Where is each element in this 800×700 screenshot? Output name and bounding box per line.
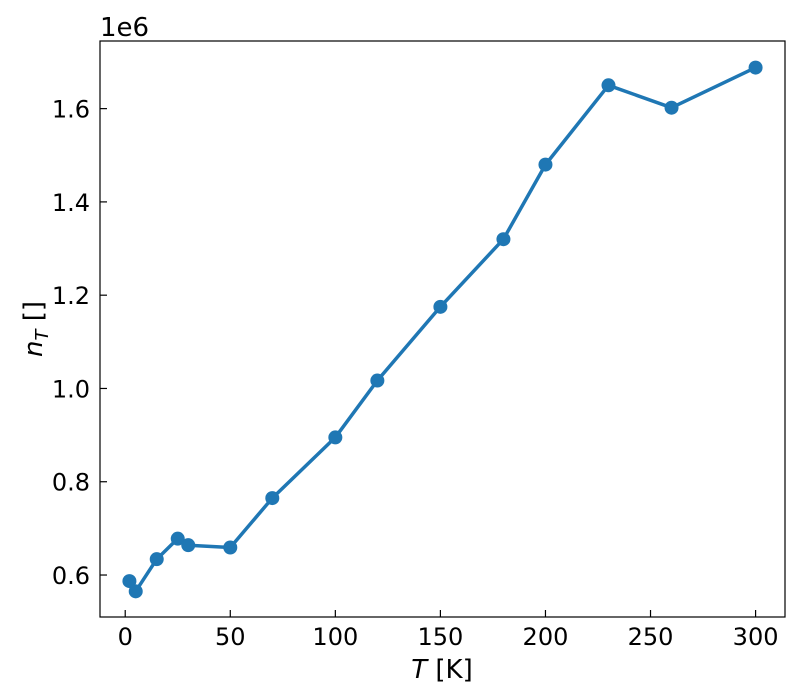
- y-tick-label: 0.6: [52, 562, 90, 590]
- y-axis-ticks: 0.6 0.8 1.0 1.2 1.4 1.6: [52, 96, 107, 590]
- x-axis-ticks: 0 50 100 150 200 250 300: [118, 610, 779, 651]
- data-point: [181, 538, 196, 553]
- y-axis-multiplier: 1e6: [100, 13, 149, 43]
- data-point: [433, 299, 448, 314]
- data-point: [328, 430, 343, 445]
- data-point: [223, 540, 238, 555]
- x-tick-label: 50: [215, 623, 246, 651]
- series-layer: [122, 60, 763, 599]
- data-point: [748, 60, 763, 75]
- x-tick-label: 250: [628, 623, 674, 651]
- y-tick-label: 1.2: [52, 282, 90, 310]
- data-point: [265, 491, 280, 506]
- data-point: [601, 78, 616, 93]
- x-axis-label: T [K]: [411, 655, 473, 685]
- y-tick-label: 1.6: [52, 96, 90, 124]
- y-tick-label: 1.0: [52, 375, 90, 403]
- x-tick-label: 100: [312, 623, 358, 651]
- data-point: [370, 373, 385, 388]
- y-axis-label: nT []: [19, 301, 53, 357]
- series-line: [127, 66, 757, 594]
- data-point: [128, 584, 143, 599]
- y-tick-label: 1.4: [52, 189, 90, 217]
- y-tick-label: 0.8: [52, 469, 90, 497]
- x-tick-label: 200: [523, 623, 569, 651]
- data-point: [664, 100, 679, 115]
- x-tick-label: 300: [733, 623, 779, 651]
- x-tick-label: 0: [118, 623, 133, 651]
- x-tick-label: 150: [417, 623, 463, 651]
- plot-area: [99, 40, 786, 618]
- data-point: [149, 552, 164, 567]
- data-point: [170, 531, 185, 546]
- data-point: [496, 232, 511, 247]
- data-point: [538, 157, 553, 172]
- data-point: [122, 574, 137, 589]
